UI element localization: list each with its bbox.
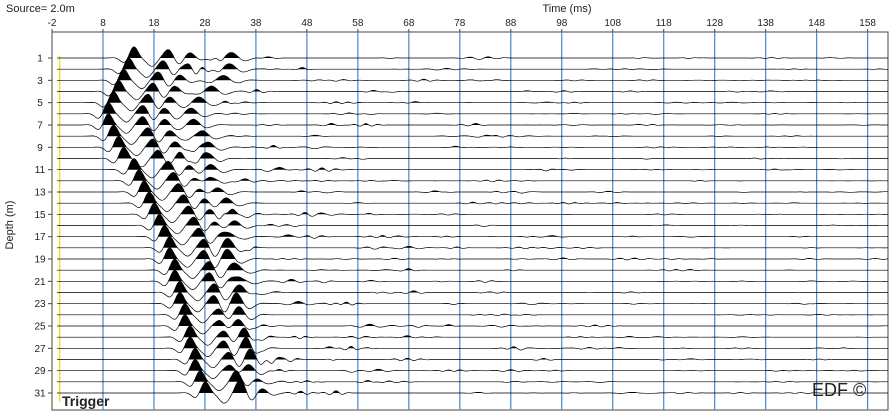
x-tick-label: 98	[556, 18, 568, 29]
x-tick-label: 88	[505, 18, 517, 29]
trace-25	[57, 314, 889, 335]
trace-28	[57, 348, 888, 369]
trace-17	[57, 225, 888, 246]
x-tick-label: -2	[48, 18, 57, 29]
trace-29	[57, 359, 888, 379]
plot-frame	[51, 31, 889, 411]
trace-24	[57, 303, 888, 324]
x-tick-label: 148	[808, 18, 825, 29]
trace-13	[57, 180, 889, 201]
x-tick-label: 48	[301, 18, 313, 29]
y-tick-label: 9	[37, 143, 43, 154]
y-tick-label: 19	[34, 255, 46, 266]
x-tick-label: 78	[454, 18, 466, 29]
trace-9	[57, 135, 888, 156]
trace-10	[57, 147, 888, 168]
trace-12	[57, 169, 889, 190]
x-tick-label: 58	[352, 18, 364, 29]
x-tick-label: 108	[604, 18, 621, 29]
trace-6	[57, 102, 888, 123]
trace-7-fill	[57, 113, 889, 125]
x-tick-label: 118	[656, 18, 672, 29]
x-tick-label: 68	[403, 18, 415, 29]
y-tick-label: 27	[34, 344, 46, 355]
time-gridlines	[102, 32, 869, 410]
x-tick-label: 28	[199, 18, 211, 29]
trace-18	[57, 236, 888, 257]
trace-30	[57, 370, 888, 391]
seismic-traces	[57, 46, 889, 404]
y-tick-label: 23	[34, 299, 46, 310]
trace-7	[57, 113, 888, 134]
trace-11	[57, 158, 888, 179]
trace-3	[57, 68, 888, 89]
y-axis-title: Depth (m)	[4, 201, 16, 250]
trace-26-fill	[57, 326, 889, 338]
source-label: Source= 2.0m	[6, 3, 75, 15]
trace-6-fill	[57, 102, 889, 114]
trace-1-fill	[57, 46, 889, 58]
x-tick-label: 38	[250, 18, 262, 29]
y-tick-label: 25	[34, 322, 46, 333]
trace-20	[57, 258, 888, 279]
trace-15	[57, 202, 889, 223]
trace-19	[57, 247, 889, 268]
trace-27	[57, 336, 888, 357]
x-tick-label: 128	[706, 18, 723, 29]
trace-23	[57, 292, 888, 313]
trace-5	[57, 91, 888, 112]
y-tick-label: 31	[34, 389, 46, 400]
trace-8	[57, 124, 888, 145]
y-tick-label: 15	[34, 210, 46, 221]
trace-11-fill	[57, 158, 889, 170]
trace-14	[57, 191, 888, 212]
y-tick-label: 7	[37, 121, 43, 132]
y-tick-label: 17	[34, 232, 46, 243]
trace-31	[57, 379, 888, 404]
trace-27-fill	[57, 337, 889, 349]
y-tick-label: 13	[34, 188, 46, 199]
trace-13-fill	[57, 180, 889, 192]
x-axis-title: Time (ms)	[542, 3, 591, 15]
watermark: EDF ©	[812, 380, 866, 400]
y-tick-label: 29	[34, 366, 46, 377]
x-tick-labels: -2 8 18 28 38 48 58 68 78 88 98 108 118 128 138 148 158	[48, 18, 876, 32]
x-tick-label: 8	[100, 18, 106, 29]
trace-22	[57, 281, 888, 302]
trigger-label: Trigger	[62, 393, 110, 409]
trace-12-fill	[57, 169, 889, 181]
y-tick-label: 11	[35, 165, 46, 176]
trace-26	[57, 325, 888, 346]
y-tick-label: 1	[37, 54, 43, 65]
y-tick-label: 3	[37, 76, 43, 87]
x-tick-label: 158	[859, 18, 876, 29]
trace-2	[57, 57, 888, 78]
y-tick-label: 21	[34, 277, 46, 288]
trace-16	[57, 214, 889, 235]
x-tick-label: 138	[757, 18, 774, 29]
y-tick-label: 5	[37, 98, 43, 109]
trace-21	[57, 269, 888, 290]
trace-4	[57, 80, 888, 101]
x-tick-label: 18	[148, 18, 160, 29]
trace-1	[57, 46, 888, 67]
